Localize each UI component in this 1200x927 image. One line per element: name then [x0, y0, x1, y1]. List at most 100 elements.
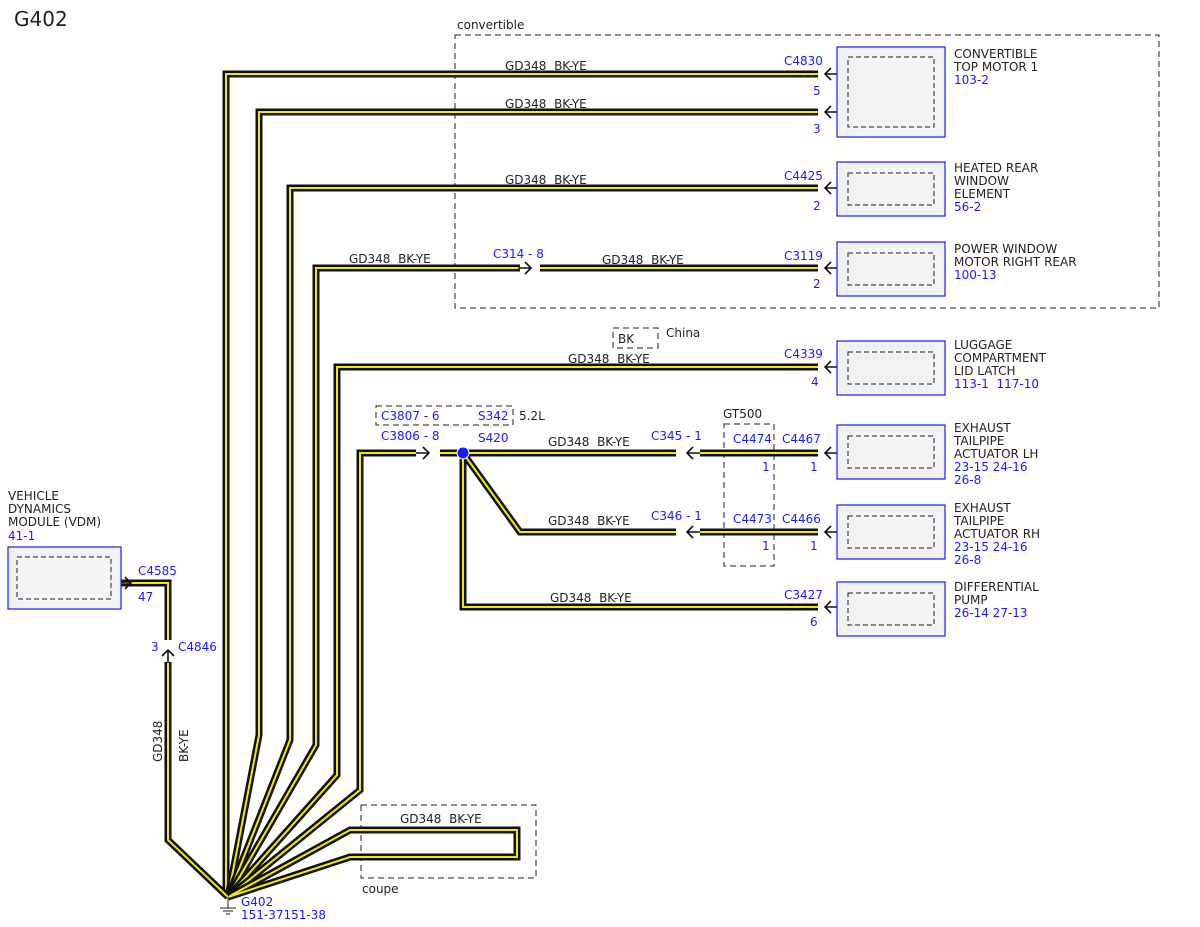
svg-text:23-15 24-16: 23-15 24-16	[954, 540, 1028, 554]
wire-gd348	[164, 662, 231, 900]
wire-label: GD348 BK-YE	[548, 435, 630, 449]
wire-label: GD348 BK-YE	[349, 252, 431, 266]
svg-text:WINDOW: WINDOW	[954, 174, 1009, 188]
diagram-title: G402	[14, 7, 68, 31]
connector-arrow-icon	[823, 360, 838, 374]
connector-c4830: C4830	[784, 54, 823, 68]
connector-arrow-icon	[161, 648, 175, 663]
pin-label: 1	[762, 539, 770, 553]
svg-text:ELEMENT: ELEMENT	[954, 187, 1011, 201]
connector-c3427: C3427	[784, 588, 823, 602]
pin-label: 6	[810, 615, 818, 629]
ground-g402-label: G402	[241, 895, 273, 909]
connector-arrow-icon	[416, 446, 431, 460]
svg-text:26-14 27-13: 26-14 27-13	[954, 606, 1028, 620]
wire-gd348	[227, 366, 818, 898]
pin-label: 2	[813, 199, 821, 213]
pin-label: 47	[138, 590, 153, 604]
pin-label: 3	[151, 640, 159, 654]
svg-text:TOP MOTOR 1: TOP MOTOR 1	[953, 60, 1038, 74]
svg-text:MODULE (VDM): MODULE (VDM)	[8, 515, 101, 529]
engine-label: 5.2L	[519, 409, 545, 423]
wire-label: GD348 BK-YE	[505, 97, 587, 111]
connector-arrows	[118, 67, 838, 663]
connector-arrow-icon	[823, 261, 838, 275]
wire-label: GD348 BK-YE	[550, 591, 632, 605]
china-color-label: BK	[618, 332, 635, 346]
svg-text:EXHAUST: EXHAUST	[954, 501, 1011, 515]
china-label: China	[666, 326, 700, 340]
connector-c314: C314 - 8	[493, 247, 544, 261]
svg-text:LUGGAGE: LUGGAGE	[954, 338, 1012, 352]
splice-s342: S342	[478, 409, 509, 423]
splice-s420: S420	[478, 431, 509, 445]
gt500-region	[723, 423, 775, 567]
svg-text:ACTUATOR LH: ACTUATOR LH	[954, 447, 1038, 461]
svg-text:POWER WINDOW: POWER WINDOW	[954, 242, 1057, 256]
wire-label: GD348 BK-YE	[568, 352, 650, 366]
connector-c4339: C4339	[784, 347, 823, 361]
wire-gd348	[227, 829, 518, 898]
wire-label: GD348 BK-YE	[505, 59, 587, 73]
svg-text:MOTOR RIGHT REAR: MOTOR RIGHT REAR	[954, 255, 1077, 269]
svg-text:DIFFERENTIAL: DIFFERENTIAL	[954, 580, 1039, 594]
connector-arrow-icon	[823, 105, 838, 119]
wire-label: GD348 BK-YE	[602, 253, 684, 267]
convertible-region	[454, 34, 1160, 309]
wire-gd348	[462, 452, 676, 533]
connector-arrow-icon	[685, 525, 700, 539]
svg-text:EXHAUST: EXHAUST	[954, 421, 1011, 435]
svg-text:ACTUATOR RH: ACTUATOR RH	[954, 527, 1040, 541]
connector-c4466: C4466	[782, 512, 821, 526]
pin-label: 2	[813, 277, 821, 291]
svg-text:TAILPIPE: TAILPIPE	[953, 434, 1004, 448]
connector-c4473: C4473	[733, 512, 772, 526]
connector-c4474: C4474	[733, 432, 772, 446]
connector-arrow-icon	[823, 600, 838, 614]
connector-c346: C346 - 1	[651, 509, 702, 523]
gt500-label: GT500	[723, 407, 762, 421]
ground-g402-ref: 151-37151-38	[241, 908, 326, 922]
wire-gd348	[225, 73, 818, 897]
connector-c4846: C4846	[178, 640, 217, 654]
wire-label: GD348 BK-YE	[548, 514, 630, 528]
connector-arrow-icon	[823, 525, 838, 539]
svg-text:100-13: 100-13	[954, 268, 997, 282]
connector-c345: C345 - 1	[651, 429, 702, 443]
wire-gd348	[224, 264, 520, 899]
svg-text:PUMP: PUMP	[954, 593, 988, 607]
wire-label: GD348 BK-YE	[400, 812, 482, 826]
coupe-label: coupe	[362, 882, 399, 896]
svg-text:DYNAMICS: DYNAMICS	[8, 502, 71, 516]
svg-text:TAILPIPE: TAILPIPE	[953, 514, 1004, 528]
connector-c3119: C3119	[784, 249, 823, 263]
wire-gd348	[227, 452, 416, 898]
connector-arrow-icon	[685, 446, 700, 460]
wire-gd348	[227, 111, 818, 898]
pin-label: 5	[813, 84, 821, 98]
wires	[120, 70, 818, 901]
pin-label: 1	[810, 539, 818, 553]
china-region	[612, 327, 659, 349]
connector-arrow-icon	[823, 181, 838, 195]
engine-region	[375, 405, 514, 426]
svg-text:CONVERTIBLE: CONVERTIBLE	[954, 47, 1037, 61]
pin-label: 1	[810, 460, 818, 474]
svg-text:COMPARTMENT: COMPARTMENT	[954, 351, 1047, 365]
wire-gd348	[120, 582, 169, 640]
connector-arrow-icon	[823, 446, 838, 460]
ground-icon	[220, 897, 236, 915]
coupe-region	[360, 804, 537, 879]
svg-text:26-8: 26-8	[954, 473, 981, 487]
pin-label: 1	[762, 460, 770, 474]
pin-label: 3	[813, 122, 821, 136]
svg-text:56-2: 56-2	[954, 200, 981, 214]
connector-c3807: C3807 - 6	[381, 409, 440, 423]
wire-label: GD348 BK-YE	[505, 173, 587, 187]
